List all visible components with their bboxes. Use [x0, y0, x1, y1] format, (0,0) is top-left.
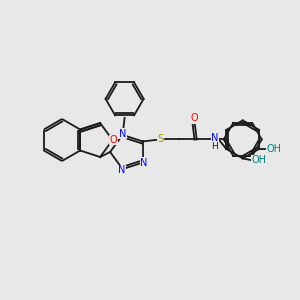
Text: O: O — [191, 113, 199, 123]
Text: OH: OH — [267, 144, 282, 154]
Text: H: H — [211, 142, 218, 151]
Text: S: S — [158, 134, 164, 144]
Text: O: O — [110, 135, 117, 145]
Text: N: N — [119, 129, 126, 139]
Text: OH: OH — [251, 155, 266, 165]
Text: N: N — [118, 165, 125, 175]
Text: N: N — [140, 158, 147, 168]
Text: N: N — [211, 134, 218, 143]
